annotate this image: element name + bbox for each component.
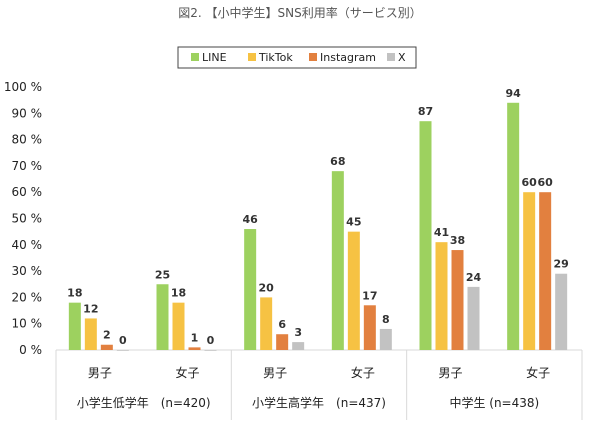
y-tick-label: 20 % [12, 290, 43, 304]
data-label: 87 [418, 105, 433, 118]
bar-x [379, 328, 392, 350]
data-label: 29 [554, 258, 569, 271]
bar-line [68, 302, 81, 350]
data-label: 60 [538, 176, 554, 189]
bar-tiktok [172, 302, 185, 350]
legend-swatch-x [387, 53, 395, 61]
legend-label-tiktok: TikTok [258, 51, 293, 64]
data-label: 1 [191, 331, 199, 344]
bar-x [467, 286, 480, 350]
legend-swatch-tiktok [248, 53, 256, 61]
bar-instagram [363, 305, 376, 350]
y-tick-label: 70 % [12, 159, 43, 173]
bar-line [507, 102, 520, 350]
bar-instagram [539, 192, 552, 350]
legend-label-line: LINE [202, 51, 227, 64]
y-tick-label: 60 % [12, 185, 43, 199]
category-label: 女子 [351, 365, 375, 380]
bar-x [204, 350, 217, 351]
legend-swatch-line [191, 53, 199, 61]
legend: LINE TikTok Instagram X [191, 51, 406, 64]
y-tick-label: 80 % [12, 133, 43, 147]
bar-tiktok [523, 192, 536, 350]
bar-line [419, 121, 432, 350]
category-label: 女子 [175, 365, 199, 380]
data-label: 17 [362, 289, 377, 302]
bar-tiktok [84, 318, 97, 350]
data-label: 2 [103, 329, 111, 342]
group-label: 小学生低学年 (n=420) [77, 395, 211, 410]
category-label: 男子 [263, 366, 287, 380]
group-label: 中学生 (n=438) [449, 395, 539, 410]
data-label: 94 [506, 87, 522, 100]
bar-x [555, 273, 568, 350]
data-label: 25 [155, 268, 170, 281]
group-label: 小学生高学年 (n=437) [252, 395, 386, 410]
legend-label-instagram: Instagram [320, 51, 376, 64]
bar-tiktok [347, 231, 360, 350]
y-tick-label: 0 % [19, 343, 42, 357]
data-label: 8 [382, 313, 390, 326]
chart-title: 図2. 【小中学生】SNS利用率（サービス別） [178, 5, 421, 20]
data-label: 68 [330, 155, 345, 168]
category-label: 男子 [438, 366, 462, 380]
y-tick-label: 100 % [4, 80, 42, 94]
y-tick-label: 30 % [12, 264, 43, 278]
bar-tiktok [260, 297, 273, 350]
data-label: 38 [450, 234, 465, 247]
y-tick-label: 10 % [12, 317, 43, 331]
data-label: 41 [434, 226, 449, 239]
data-label: 60 [522, 176, 538, 189]
bar-line [156, 284, 169, 350]
y-axis: 0 % 10 % 20 % 30 % 40 % 50 % 60 % 70 % 80 % 90 % 1… [4, 80, 582, 357]
data-label: 24 [466, 271, 482, 284]
category-label: 女子 [526, 365, 550, 380]
category-label: 男子 [88, 366, 112, 380]
bar-x [116, 350, 129, 351]
bar-instagram [188, 347, 201, 350]
bar-tiktok [435, 242, 448, 350]
data-label: 0 [119, 334, 127, 347]
y-tick-label: 90 % [12, 106, 43, 120]
bar-x [292, 342, 305, 350]
bar-instagram [276, 334, 289, 350]
legend-swatch-instagram [309, 53, 317, 61]
data-label: 0 [207, 334, 215, 347]
data-label: 18 [171, 287, 186, 300]
bar-line [244, 229, 257, 350]
data-label: 46 [243, 213, 259, 226]
data-label: 18 [67, 287, 82, 300]
y-tick-label: 40 % [12, 238, 43, 252]
bar-line [331, 171, 344, 350]
data-label: 12 [83, 302, 98, 315]
legend-box [177, 46, 417, 69]
data-label: 20 [259, 281, 275, 294]
data-label: 3 [294, 326, 302, 339]
y-tick-label: 50 % [12, 212, 43, 226]
bar-instagram [100, 344, 113, 350]
data-label: 45 [346, 216, 361, 229]
legend-label-x: X [398, 51, 406, 64]
bar-instagram [451, 250, 464, 350]
data-label: 6 [278, 318, 286, 331]
